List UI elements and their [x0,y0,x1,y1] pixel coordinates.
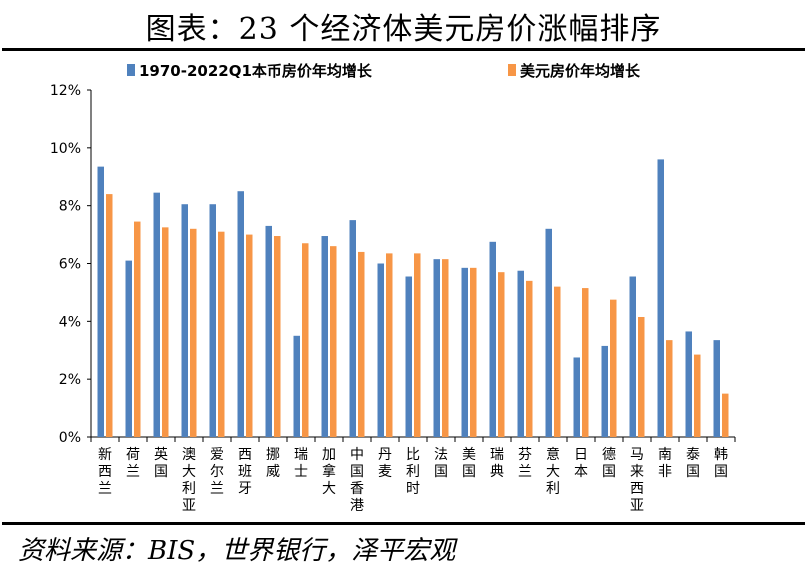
bar-series-2 [498,272,505,437]
bar-series-2 [582,288,589,437]
bar-series-1 [461,267,468,437]
top-divider [2,48,805,51]
y-tick-label: 6% [59,257,81,273]
x-category-label: 西班牙 [238,447,252,497]
bar-series-1 [97,166,104,438]
legend-label: 1970-2022Q1本币房价年均增长 [139,62,373,80]
bar-series-1 [713,340,720,437]
source-note: 资料来源：BIS，世界银行，泽平宏观 [18,536,456,566]
y-tick-label: 2% [59,372,81,388]
label-layer: 新西兰荷兰英国澳大利亚爱尔兰西班牙挪威瑞士加拿大中国香港丹麦比利时法国美国瑞典芬… [98,446,728,514]
bottom-divider [2,522,805,525]
bar-series-1 [209,204,216,437]
x-category-label: 新西兰 [98,447,112,497]
chart-title: 图表：23 个经济体美元房价涨幅排序 [145,12,662,47]
x-category-label: 瑞典 [490,447,504,480]
x-category-label: 爱尔兰 [210,447,224,497]
bar-series-2 [526,280,533,437]
x-category-label: 芬兰 [518,447,532,480]
x-category-label: 日本 [574,447,588,480]
bar-series-1 [545,228,552,437]
x-category-label: 法国 [434,447,448,480]
x-category-label: 韩国 [714,447,728,480]
bar-series-1 [153,192,160,437]
bar-series-2 [134,221,141,437]
y-tick-label: 0% [59,430,81,446]
bar-series-2 [246,234,253,437]
x-category-label: 美国 [462,447,476,480]
x-category-label: 南非 [658,447,672,480]
bar-series-1 [489,241,496,437]
y-tick-label: 4% [59,314,81,330]
legend-swatch [508,64,516,76]
x-category-label: 加拿大 [322,447,336,497]
bar-series-1 [517,270,524,437]
bar-series-1 [377,263,384,437]
bar-series-1 [349,220,356,437]
y-tick-label: 10% [50,141,81,157]
x-category-label: 马来西亚 [630,447,644,514]
bar-series-2 [414,253,421,437]
bar-series-2 [470,267,477,437]
bar-series-1 [293,335,300,437]
x-category-label: 比利时 [406,447,420,497]
bar-series-1 [265,225,272,437]
x-category-label: 英国 [154,446,168,480]
bar-series-1 [181,204,188,437]
bar-series-2 [554,286,561,437]
x-category-label: 瑞士 [294,447,308,480]
bar-series-2 [638,316,645,437]
bar-series-1 [601,345,608,437]
bar-series-2 [330,246,337,437]
legend-label: 美元房价年均增长 [520,62,641,80]
bar-series-1 [629,276,636,437]
legend-swatch [127,64,135,76]
bar-series-2 [610,299,617,437]
bar-series-2 [162,227,169,437]
bar-series-1 [237,191,244,437]
x-category-label: 挪威 [266,447,280,480]
bar-series-2 [386,253,393,437]
axis-layer: 0% 2% 4% 6% 8% 10% 12% [50,83,736,446]
legend: 1970-2022Q1本币房价年均增长 美元房价年均增长 [127,62,641,80]
bar-series-2 [274,236,281,437]
bar-series-2 [190,228,197,437]
x-category-label: 澳大利亚 [182,447,196,514]
bar-series-2 [666,340,673,437]
bar-series-1 [685,331,692,437]
x-category-label: 丹麦 [378,447,392,480]
x-category-label: 泰国 [686,447,700,480]
x-category-label: 德国 [602,447,616,480]
bar-layer [97,159,729,438]
bar-series-1 [405,276,412,437]
bar-series-1 [657,159,664,437]
bar-series-2 [694,354,701,437]
bar-series-1 [573,357,580,437]
x-category-label: 中国香港 [350,447,364,514]
bar-series-2 [302,243,309,437]
bar-series-1 [125,260,132,437]
bar-series-2 [442,259,449,437]
bar-series-1 [321,236,328,437]
bar-series-2 [106,194,113,437]
bar-series-2 [218,231,225,437]
bar-series-2 [358,251,365,437]
x-category-label: 荷兰 [126,447,140,480]
x-category-label: 意大利 [546,446,560,497]
y-tick-label: 12% [50,83,81,99]
bar-series-2 [722,393,729,437]
y-tick-label: 8% [59,199,81,215]
bar-series-1 [433,259,440,437]
